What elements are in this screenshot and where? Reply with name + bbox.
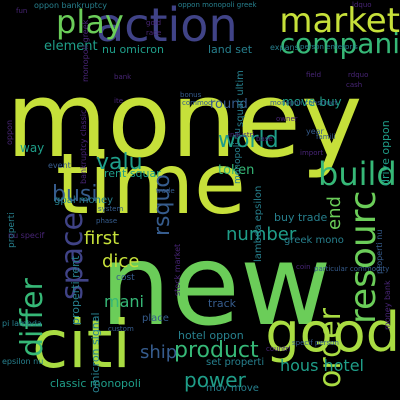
cloud-word: track [208, 297, 236, 310]
cloud-word: money bank [383, 280, 392, 330]
cloud-word: race [146, 29, 162, 37]
cloud-word: lambda epsilon [253, 185, 264, 263]
cloud-word: new [100, 221, 332, 351]
cloud-word: element [44, 39, 98, 54]
cloud-word: number [226, 224, 297, 245]
cloud-word: differ [15, 277, 50, 357]
cloud-word: phase [96, 217, 118, 225]
cloud-word: dice [102, 251, 140, 272]
cloud-word: monopoli construct [270, 99, 338, 107]
cloud-word: bankruptcy classic [79, 109, 88, 185]
cloud-word: citi [32, 306, 131, 383]
cloud-word: trade [156, 187, 175, 195]
cloud-word: monopoli greek [81, 20, 90, 83]
cloud-word: bonus [180, 91, 202, 99]
cloud-word: hotel oppon [178, 329, 244, 342]
cloud-word: field [306, 71, 322, 79]
cloud-word: play [56, 3, 124, 41]
cloud-word: round [210, 97, 248, 112]
cloud-word: power [184, 368, 246, 392]
cloud-word: greek mono [284, 235, 344, 246]
cloud-word: coin [296, 263, 311, 271]
cloud-word: way [20, 141, 45, 155]
cloud-word: nu specif [8, 231, 45, 240]
cloud-word: ite [114, 97, 123, 105]
cloud-word: oppon bankruptcy [34, 1, 107, 10]
cloud-word: move buy [282, 95, 342, 109]
cloud-word: rsquo [150, 174, 175, 236]
cloud-word: nu omicron [102, 43, 164, 56]
cloud-word: properti [7, 211, 17, 248]
cloud-word: land set [208, 43, 253, 56]
cloud-word: market [279, 1, 400, 41]
cloud-word: mov move [206, 383, 259, 394]
cloud-word: money [6, 59, 363, 181]
cloud-word: properti nu [375, 229, 384, 275]
cloud-word: person enterpris [300, 43, 358, 51]
cloud-word: commod [182, 99, 213, 107]
cloud-word: set properti [206, 357, 265, 368]
cloud-word: oppon [5, 120, 14, 146]
cloud-word: omicron signal [89, 311, 102, 393]
cloud-word: time [56, 135, 246, 233]
cloud-word: compani [279, 27, 400, 60]
cloud-word: industri [228, 131, 255, 139]
cloud-word: year [306, 127, 324, 136]
cloud-word: hous hotel [280, 356, 364, 375]
cloud-word: end [324, 195, 345, 230]
cloud-word: famili [316, 133, 336, 141]
cloud-word: valu [96, 150, 143, 175]
cloud-word: cost [116, 273, 135, 283]
cloud-word: epsilon nu [2, 357, 44, 366]
cloud-word: expans [270, 43, 299, 52]
cloud-word: classic monopoli [50, 377, 141, 390]
cloud-word: goid [146, 19, 162, 27]
cloud-word: cash [346, 81, 363, 89]
cloud-word: custom [108, 325, 134, 333]
cloud-word: system [98, 205, 124, 213]
cloud-word: mani [104, 292, 144, 311]
cloud-word: rdquo [348, 71, 369, 79]
cloud-word: specif person [292, 339, 339, 347]
cloud-word: good [265, 301, 400, 364]
cloud-word: build [318, 155, 397, 193]
cloud-word: event [48, 161, 71, 170]
cloud-word: first [84, 228, 120, 249]
cloud-word: fun [16, 7, 28, 15]
cloud-word: world [218, 128, 279, 153]
cloud-word: oppon monopoli greek [178, 1, 257, 9]
cloud-word: stock market [173, 243, 182, 297]
cloud-word: owner [276, 115, 298, 123]
cloud-word: gpal money [54, 195, 114, 206]
cloud-word: ldquo [352, 1, 372, 9]
cloud-word: place [142, 313, 169, 324]
cloud-word: base [256, 135, 273, 143]
cloud-word: squar ultim [235, 69, 246, 127]
cloud-word: import [300, 149, 324, 157]
cloud-word: busi [52, 182, 98, 207]
cloud-word: order [313, 307, 348, 388]
cloud-word: properti rent [69, 255, 82, 326]
cloud-word: rent squar [104, 167, 161, 180]
cloud-word: bank [114, 73, 132, 81]
cloud-word: pi lambda [2, 319, 42, 328]
cloud-word: buy trade [274, 211, 328, 224]
cloud-word: particular commodity [314, 265, 390, 273]
cloud-word: drive oppon [379, 119, 392, 186]
cloud-word: action [96, 0, 238, 52]
cloud-word: countri [266, 345, 291, 353]
cloud-word: ship [140, 342, 178, 363]
cloud-word: token [218, 163, 255, 178]
cloud-word: product [174, 338, 259, 363]
